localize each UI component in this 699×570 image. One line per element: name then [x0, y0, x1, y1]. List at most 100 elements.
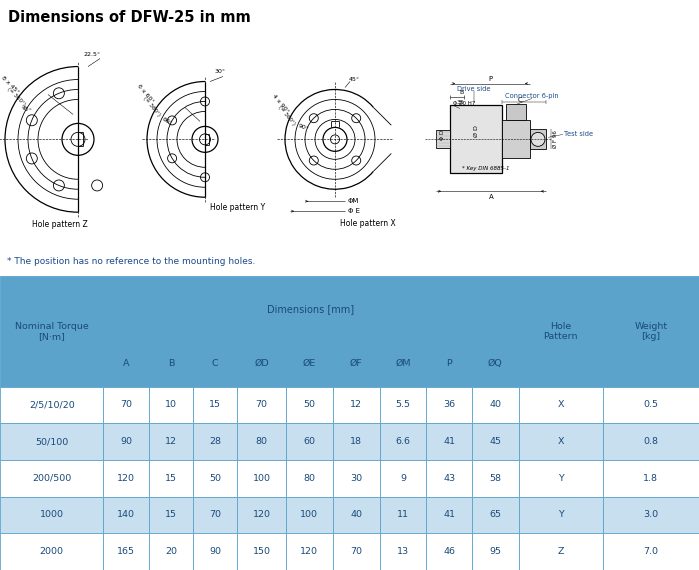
- Text: Nominal Torque
[N·m]: Nominal Torque [N·m]: [15, 322, 89, 341]
- Bar: [519, 423, 603, 460]
- Text: 70: 70: [120, 400, 132, 409]
- Text: 45: 45: [489, 437, 501, 446]
- Text: 12: 12: [350, 400, 362, 409]
- Text: 70: 70: [209, 511, 221, 519]
- Text: 70: 70: [255, 400, 268, 409]
- Text: 140: 140: [117, 511, 135, 519]
- Text: 50: 50: [303, 400, 315, 409]
- Bar: [193, 386, 237, 423]
- Text: Dimensions [mm]: Dimensions [mm]: [268, 304, 354, 314]
- Bar: [603, 534, 699, 570]
- Text: Dimensions of DFW-25 in mm: Dimensions of DFW-25 in mm: [8, 10, 251, 25]
- Bar: [530, 129, 546, 149]
- Bar: [380, 386, 426, 423]
- Bar: [193, 423, 237, 460]
- Bar: [450, 105, 502, 173]
- Text: P: P: [488, 75, 492, 82]
- Bar: [149, 423, 193, 460]
- Bar: [193, 534, 237, 570]
- Text: 60: 60: [303, 437, 315, 446]
- Bar: [333, 534, 380, 570]
- Text: 100: 100: [252, 474, 271, 483]
- Text: 80: 80: [303, 474, 315, 483]
- Text: A: A: [489, 194, 493, 200]
- Text: 3.0: 3.0: [643, 511, 658, 519]
- Text: 15: 15: [165, 511, 177, 519]
- Bar: [193, 341, 237, 386]
- Bar: [426, 423, 472, 460]
- Text: 70: 70: [350, 547, 362, 556]
- Text: 95: 95: [489, 547, 501, 556]
- Text: 1.8: 1.8: [643, 474, 658, 483]
- Text: 18: 18: [350, 437, 362, 446]
- Bar: [472, 341, 519, 386]
- Bar: [237, 423, 286, 460]
- Bar: [237, 341, 286, 386]
- Text: 100: 100: [301, 511, 318, 519]
- Text: 36: 36: [443, 400, 455, 409]
- Bar: [519, 386, 603, 423]
- Bar: [333, 423, 380, 460]
- Bar: [603, 386, 699, 423]
- Text: 45°: 45°: [20, 105, 32, 113]
- Bar: [603, 276, 699, 386]
- Bar: [426, 534, 472, 570]
- Text: 2/5/10/20: 2/5/10/20: [29, 400, 75, 409]
- Bar: [103, 496, 149, 534]
- Bar: [286, 423, 333, 460]
- Text: Ø F 96: Ø F 96: [553, 131, 558, 148]
- Bar: [103, 460, 149, 496]
- Text: 4 x 90°: 4 x 90°: [271, 93, 289, 114]
- Bar: [472, 534, 519, 570]
- Text: Φ 20 H7: Φ 20 H7: [453, 101, 475, 106]
- Bar: [333, 496, 380, 534]
- Text: Z: Z: [557, 547, 564, 556]
- Bar: [603, 423, 699, 460]
- Text: 120: 120: [252, 511, 271, 519]
- Bar: [0, 460, 103, 496]
- Bar: [380, 534, 426, 570]
- Bar: [149, 496, 193, 534]
- Text: Hole pattern X: Hole pattern X: [340, 219, 396, 227]
- Text: B: B: [168, 359, 174, 368]
- Text: Test side: Test side: [564, 131, 593, 137]
- Text: P: P: [446, 359, 452, 368]
- Bar: [0, 496, 103, 534]
- Bar: [149, 534, 193, 570]
- Text: 90: 90: [209, 547, 221, 556]
- Bar: [603, 460, 699, 496]
- Text: 150: 150: [252, 547, 271, 556]
- Bar: [380, 423, 426, 460]
- Text: 41: 41: [443, 511, 455, 519]
- Bar: [0, 386, 103, 423]
- Bar: [237, 534, 286, 570]
- Bar: [436, 131, 450, 148]
- Bar: [426, 386, 472, 423]
- Text: ØD: ØD: [254, 359, 268, 368]
- Bar: [333, 341, 380, 386]
- Bar: [380, 496, 426, 534]
- Text: 65: 65: [489, 511, 501, 519]
- Text: 8 x 45°: 8 x 45°: [0, 75, 20, 94]
- Text: 22.5°: 22.5°: [83, 52, 100, 57]
- Text: 43: 43: [443, 474, 455, 483]
- Text: 60°: 60°: [161, 116, 173, 127]
- Bar: [519, 276, 603, 386]
- Text: 5.5: 5.5: [396, 400, 410, 409]
- Text: (= 360°): (= 360°): [278, 105, 296, 126]
- Bar: [103, 534, 149, 570]
- Text: 13: 13: [397, 547, 409, 556]
- Text: Y: Y: [558, 474, 563, 483]
- Text: 90°: 90°: [297, 123, 309, 132]
- Bar: [0, 423, 103, 460]
- Bar: [0, 534, 103, 570]
- Bar: [149, 341, 193, 386]
- Text: 2000: 2000: [40, 547, 64, 556]
- Text: 10: 10: [165, 400, 177, 409]
- Bar: [519, 460, 603, 496]
- Text: C: C: [518, 97, 522, 104]
- Text: 28: 28: [209, 437, 221, 446]
- Bar: [286, 496, 333, 534]
- Text: 58: 58: [489, 474, 501, 483]
- Text: 30°: 30°: [215, 69, 226, 74]
